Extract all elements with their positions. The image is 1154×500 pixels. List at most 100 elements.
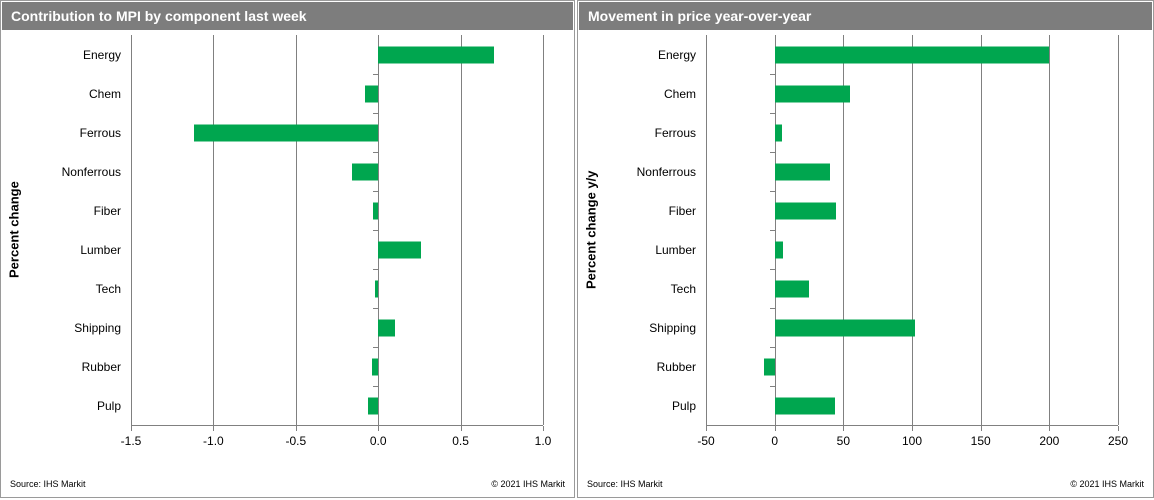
chart-panel-mpi-contribution: Contribution to MPI by component last we… [0, 0, 575, 498]
bar-tech [374, 280, 379, 297]
gridline [213, 35, 215, 425]
y-axis-tick [769, 269, 775, 270]
x-axis-tick [706, 426, 707, 431]
x-tick-label: 0 [771, 434, 778, 448]
x-axis-tick [131, 426, 132, 431]
x-axis-tick [980, 426, 982, 431]
category-row: Pulp [672, 386, 1118, 425]
category-row: Fiber [94, 191, 543, 230]
category-row: Rubber [82, 347, 543, 386]
bar-lumber [774, 241, 783, 258]
x-axis-tick [912, 426, 913, 431]
category-row: Lumber [80, 230, 543, 269]
y-axis-tick [769, 347, 775, 348]
x-tick-label: 1.0 [534, 434, 552, 448]
bar-lumber [378, 241, 422, 258]
x-tick-label: 0.0 [369, 434, 387, 448]
category-label-tech: Tech [95, 281, 121, 296]
bar-fiber [774, 202, 837, 219]
gridline [843, 35, 845, 425]
y-axis-label: Percent change [6, 181, 22, 279]
gridline [774, 35, 776, 425]
category-label-shipping: Shipping [74, 320, 121, 335]
x-axis-tick [213, 426, 215, 431]
category-row: Energy [658, 35, 1118, 74]
bar-energy [378, 46, 494, 63]
x-axis-tick [1049, 426, 1051, 431]
bar-fiber [373, 202, 379, 219]
category-row: Energy [83, 35, 543, 74]
gridline [1049, 35, 1051, 425]
category-label-ferrous: Ferrous [79, 125, 121, 140]
x-axis-tick [774, 426, 776, 431]
copyright-note: © 2021 IHS Markit [491, 479, 565, 489]
y-axis-tick [373, 113, 379, 114]
x-axis-tick [1118, 426, 1119, 431]
y-axis-tick [769, 386, 775, 387]
bar-chem [774, 85, 851, 102]
chart-title: Contribution to MPI by component last we… [2, 2, 573, 30]
y-axis-tick [769, 74, 775, 75]
gridline [543, 35, 544, 425]
x-tick-label: 0.5 [452, 434, 469, 448]
category-label-energy: Energy [82, 47, 121, 62]
category-label-pulp: Pulp [96, 398, 121, 413]
y-axis-tick [373, 230, 379, 231]
category-label-ferrous: Ferrous [654, 125, 696, 140]
category-label-chem: Chem [88, 86, 121, 101]
bar-pulp [368, 397, 379, 414]
gridline [131, 35, 132, 425]
category-row: Chem [664, 74, 1118, 113]
gridline [706, 35, 707, 425]
category-label-pulp: Pulp [671, 398, 696, 413]
category-label-rubber: Rubber [656, 359, 696, 374]
category-row: Tech [671, 269, 1118, 308]
bar-shipping [774, 319, 915, 336]
source-note: Source: IHS Markit [587, 479, 663, 489]
category-label-fiber: Fiber [668, 203, 696, 218]
category-label-energy: Energy [657, 47, 696, 62]
category-label-nonferrous: Nonferrous [61, 164, 121, 179]
category-label-tech: Tech [670, 281, 696, 296]
x-tick-label: 100 [901, 434, 923, 448]
y-axis-label: Percent change y/y [583, 170, 599, 290]
y-axis-tick [373, 386, 379, 387]
y-axis-tick [373, 269, 379, 270]
x-axis-tick [378, 426, 380, 431]
x-axis-tick [543, 426, 544, 431]
x-tick-label: -1.0 [203, 434, 224, 448]
category-label-lumber: Lumber [655, 242, 696, 257]
y-axis-tick [373, 74, 379, 75]
x-tick-label: -0.5 [285, 434, 307, 448]
y-axis-tick [769, 152, 775, 153]
bar-ferrous [193, 124, 379, 141]
category-label-chem: Chem [663, 86, 696, 101]
category-label-shipping: Shipping [649, 320, 696, 335]
category-row: Chem [89, 74, 543, 113]
chart-title: Movement in price year-over-year [579, 2, 1152, 30]
bar-chem [365, 85, 379, 102]
category-label-rubber: Rubber [81, 359, 121, 374]
category-row: Fiber [669, 191, 1118, 230]
category-row: Shipping [74, 308, 543, 347]
category-row: Tech [96, 269, 543, 308]
source-note: Source: IHS Markit [10, 479, 86, 489]
y-axis-tick [373, 152, 379, 153]
x-axis-tick [843, 426, 845, 431]
x-axis-tick [460, 426, 462, 431]
x-tick-label: 200 [1039, 434, 1060, 448]
category-row: Nonferrous [62, 152, 543, 191]
x-tick-label: 250 [1107, 434, 1129, 448]
copyright-note: © 2021 IHS Markit [1070, 479, 1144, 489]
category-row: Ferrous [655, 113, 1118, 152]
bar-nonferrous [774, 163, 830, 180]
category-label-fiber: Fiber [93, 203, 121, 218]
category-label-nonferrous: Nonferrous [636, 164, 696, 179]
gridline [295, 35, 297, 425]
chart-panel-price-movement: Movement in price year-over-year Percent… [577, 0, 1154, 498]
gridline [460, 35, 462, 425]
x-axis-tick [295, 426, 297, 431]
bar-rubber [371, 358, 379, 375]
y-axis-tick [769, 113, 775, 114]
